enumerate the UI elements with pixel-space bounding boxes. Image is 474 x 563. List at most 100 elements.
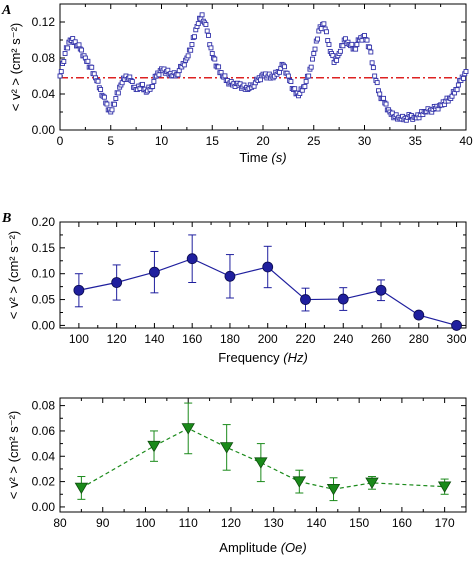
- data-point: [185, 53, 191, 59]
- data-point: [111, 277, 123, 288]
- data-point: [61, 59, 67, 64]
- data-point: [76, 42, 82, 48]
- data-point: [300, 294, 311, 305]
- y-tick-label: 0.04: [32, 87, 56, 101]
- data-point: [354, 42, 360, 47]
- plot-frame: [59, 3, 467, 131]
- x-tick-label: 15: [206, 134, 220, 148]
- data-point: [326, 483, 341, 496]
- data-point: [369, 60, 375, 66]
- data-point: [208, 45, 214, 51]
- x-tick-label: 220: [295, 332, 315, 346]
- y-tick-label: 0.04: [32, 449, 56, 463]
- data-point: [306, 73, 312, 79]
- data-point: [349, 41, 355, 47]
- x-tick-label: 260: [371, 332, 391, 346]
- x-tick-label: 90: [96, 516, 110, 530]
- data-point: [337, 293, 349, 305]
- x-tick-label: 120: [221, 516, 241, 530]
- data-point: [189, 42, 195, 47]
- data-point: [370, 65, 376, 71]
- plot-frame: [59, 397, 467, 513]
- panel-a-time-series: 0 5 10 15 20 25 30 35 40 0.00 0.04 0.08 0.12 Time (s)…: [8, 3, 473, 165]
- data-point: [85, 58, 91, 64]
- data-point: [461, 75, 466, 81]
- data-point: [372, 73, 378, 79]
- data-point: [365, 477, 379, 490]
- y-tick-label: 0.02: [32, 475, 56, 489]
- data-point: [101, 94, 107, 100]
- data-point: [181, 423, 195, 435]
- data-point: [104, 101, 110, 107]
- data-point: [209, 51, 215, 56]
- y-tick-label: 0.08: [32, 399, 56, 413]
- data-point: [310, 56, 315, 62]
- x-tick-label: 100: [135, 516, 155, 530]
- data-point: [330, 53, 336, 59]
- data-point: [186, 253, 198, 265]
- data-point: [288, 79, 294, 85]
- data-point: [337, 48, 343, 54]
- data-point: [368, 49, 374, 55]
- y-tick-label: 0.00: [32, 123, 56, 137]
- data-point: [58, 69, 64, 75]
- x-tick-label: 170: [435, 516, 455, 530]
- y-tick-label: 0.00: [32, 318, 56, 332]
- x-tick-label: 300: [447, 332, 467, 346]
- data-point: [315, 36, 321, 42]
- data-point: [192, 34, 197, 40]
- data-point: [222, 73, 228, 79]
- data-point: [224, 270, 236, 282]
- data-point: [449, 93, 455, 99]
- x-tick-label: 40: [459, 134, 473, 148]
- x-tick-label: 150: [349, 516, 369, 530]
- data-point: [262, 261, 274, 273]
- data-point: [454, 87, 460, 93]
- y-tick-label: 0.08: [32, 51, 56, 65]
- data-point: [312, 46, 318, 52]
- data-point: [73, 284, 85, 296]
- x-tick-label: 20: [256, 134, 270, 148]
- data-point: [292, 86, 298, 92]
- data-point: [381, 95, 386, 101]
- data-point: [165, 67, 171, 73]
- data-point: [325, 38, 331, 43]
- data-point: [323, 29, 329, 35]
- data-point: [151, 78, 157, 84]
- data-point: [326, 42, 332, 47]
- data-point: [74, 482, 89, 495]
- data-point: [321, 21, 327, 27]
- x-axis-label: Frequency (Hz): [218, 350, 308, 365]
- data-point: [149, 266, 160, 278]
- data-point: [413, 309, 425, 321]
- series-points: [57, 12, 469, 123]
- x-tick-label: 140: [144, 332, 164, 346]
- x-tick-label: 130: [264, 516, 284, 530]
- data-point: [258, 77, 263, 83]
- x-tick-label: 110: [179, 516, 198, 530]
- panel-letter-b: B: [1, 211, 11, 226]
- data-point: [463, 69, 469, 74]
- data-point: [455, 82, 461, 88]
- data-point: [62, 51, 68, 56]
- y-tick-label: 0.15: [32, 241, 56, 255]
- x-axis-label: Amplitude (Oe): [219, 540, 306, 555]
- data-point: [302, 84, 308, 89]
- y-tick-label: 0.20: [32, 215, 56, 229]
- x-axis-label-text: Amplitude: [219, 540, 280, 555]
- data-point: [308, 64, 314, 70]
- data-point: [205, 32, 211, 38]
- data-point: [109, 107, 115, 113]
- data-point: [277, 69, 282, 75]
- data-point: [113, 96, 119, 101]
- x-tick-label: 80: [53, 516, 67, 530]
- data-point: [292, 476, 307, 488]
- data-point: [212, 56, 218, 62]
- x-tick-label: 10: [155, 134, 169, 148]
- panel-letter-a: A: [1, 3, 11, 18]
- data-point: [95, 78, 101, 84]
- y-tick-label: 0.00: [32, 500, 56, 514]
- x-tick-label: 25: [307, 134, 321, 148]
- data-point: [195, 21, 201, 27]
